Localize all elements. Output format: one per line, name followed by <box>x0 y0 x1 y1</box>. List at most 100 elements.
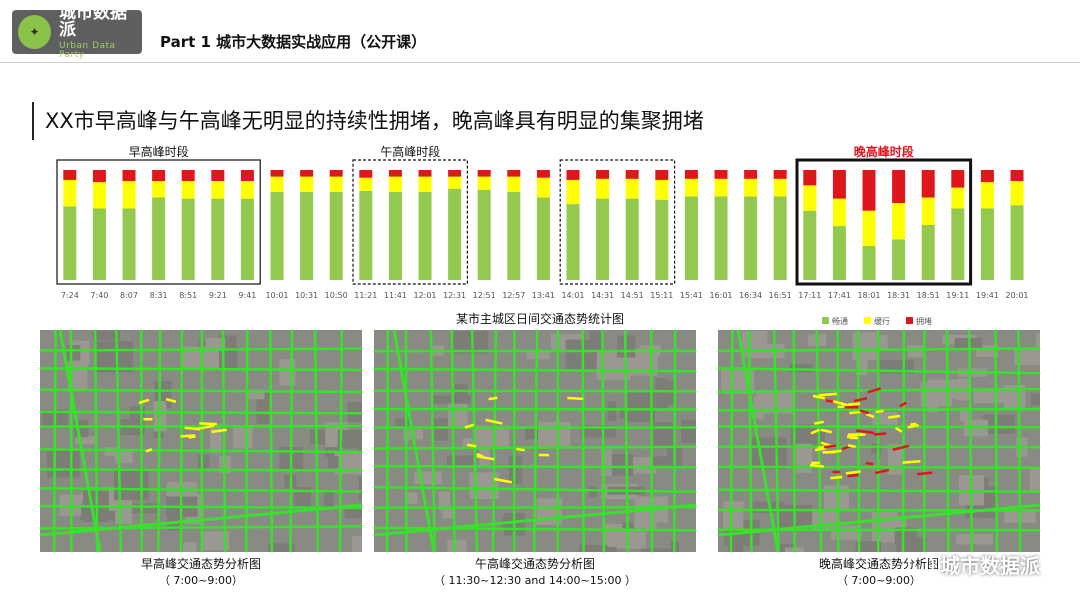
urban-block <box>508 455 523 484</box>
bar-segment-18-畅通 <box>596 198 610 280</box>
legend-swatch-2 <box>906 317 913 324</box>
bar-segment-2-缓行 <box>122 181 136 209</box>
congested-segment <box>894 426 903 433</box>
urban-block <box>233 427 253 449</box>
urban-block <box>431 418 448 441</box>
map-caption-title: 午高峰交通态势分析图 <box>474 557 595 571</box>
congested-segment <box>184 426 201 431</box>
road-vertical <box>945 330 950 552</box>
logo-subtext: Urban Data Party <box>59 40 116 60</box>
urban-block <box>462 438 481 449</box>
x-tick-label: 15:41 <box>680 291 703 300</box>
urban-block <box>855 541 881 552</box>
map-caption-time: （ 7:00~9:00） <box>158 574 244 587</box>
road-horizontal <box>374 389 696 393</box>
urban-block <box>474 425 510 447</box>
x-tick-label: 8:51 <box>179 291 197 300</box>
urban-block <box>479 443 490 466</box>
x-tick-label: 18:51 <box>917 291 940 300</box>
wechat-icon <box>908 551 934 578</box>
urban-block <box>1029 467 1040 493</box>
road-vertical <box>901 330 906 552</box>
bar-segment-5-畅通 <box>211 198 225 280</box>
bar-segment-22-拥堵 <box>714 170 728 179</box>
urban-block <box>619 407 637 419</box>
urban-block <box>46 449 80 478</box>
road-horizontal <box>718 366 1040 375</box>
legend-swatch-0 <box>822 317 829 324</box>
x-tick-label: 11:41 <box>384 291 407 300</box>
urban-block <box>75 436 96 445</box>
urban-block <box>197 454 210 469</box>
road-network-svg <box>718 330 1040 552</box>
congested-segment <box>466 443 477 448</box>
urban-block <box>438 491 450 511</box>
congested-segment <box>867 387 882 394</box>
page-header: ✦ 城市数据派 Urban Data Party Part 1 城市大数据实战应… <box>0 0 1080 68</box>
x-tick-label: 10:01 <box>265 291 288 300</box>
urban-block <box>92 330 120 341</box>
road-horizontal <box>374 485 696 494</box>
bar-segment-2-拥堵 <box>122 170 136 181</box>
bar-segment-22-缓行 <box>714 178 728 197</box>
urban-block <box>630 457 657 474</box>
road-vertical <box>729 330 734 552</box>
congested-segment <box>814 446 827 452</box>
bar-segment-9-畅通 <box>329 192 343 280</box>
congested-segment <box>874 468 890 475</box>
bar-segment-15-缓行 <box>507 176 521 192</box>
road-vertical <box>470 330 479 552</box>
urban-block <box>681 419 696 443</box>
bar-segment-1-缓行 <box>92 182 106 209</box>
bar-segment-29-畅通 <box>921 225 935 280</box>
map-caption-morning: 早高峰交通态势分析图 （ 7:00~9:00） <box>60 555 342 588</box>
bar-segment-7-畅通 <box>270 192 284 280</box>
urban-block <box>926 387 939 413</box>
urban-block <box>616 531 646 549</box>
congested-segment <box>902 460 921 464</box>
bar-segment-9-缓行 <box>329 176 343 192</box>
logo-text: 城市数据派 <box>59 2 127 40</box>
bar-segment-10-缓行 <box>359 177 373 191</box>
bar-segment-14-拥堵 <box>477 170 491 177</box>
x-tick-label: 19:41 <box>976 291 999 300</box>
urban-block <box>447 539 466 552</box>
bar-segment-25-拥堵 <box>803 170 817 186</box>
chart-title: 某市主城区日间交通态势统计图 <box>456 311 624 326</box>
bar-segment-20-畅通 <box>655 199 669 280</box>
road-vertical <box>773 330 780 552</box>
x-tick-label: 12:51 <box>473 291 496 300</box>
urban-block <box>450 330 489 354</box>
watermark-text: 城市数据派 <box>940 554 1040 578</box>
bar-segment-14-缓行 <box>477 176 491 190</box>
urban-block <box>579 544 608 552</box>
slide-headline: XX市早高峰与午高峰无明显的持续性拥堵，晚高峰具有明显的集聚拥堵 <box>45 109 704 133</box>
bar-segment-23-畅通 <box>744 196 758 280</box>
bar-segment-1-畅通 <box>92 208 106 280</box>
congested-segment <box>875 409 884 414</box>
road-vertical <box>313 330 320 552</box>
congested-segment <box>485 418 503 425</box>
bar-segment-25-畅通 <box>803 210 817 280</box>
x-tick-label: 16:51 <box>769 291 792 300</box>
bar-segment-6-缓行 <box>240 181 254 199</box>
urban-block <box>1014 348 1040 366</box>
map-caption-time: （ 7:00~9:00） <box>836 574 922 587</box>
bar-segment-6-拥堵 <box>240 170 254 181</box>
x-tick-label: 17:11 <box>798 291 821 300</box>
headline-accent-bar <box>32 102 34 140</box>
bar-segment-17-缓行 <box>566 179 580 205</box>
urban-block <box>753 396 764 420</box>
part-title: Part 1 城市大数据实战应用（公开课） <box>160 33 427 51</box>
bar-segment-0-缓行 <box>63 179 77 207</box>
road-vertical <box>792 330 796 552</box>
x-tick-label: 8:07 <box>120 291 138 300</box>
bar-segment-30-缓行 <box>951 187 965 209</box>
urban-block <box>404 492 418 504</box>
road-vertical <box>385 330 390 552</box>
bar-segment-19-畅通 <box>625 198 639 280</box>
bar-segment-27-畅通 <box>862 245 876 280</box>
bar-segment-7-缓行 <box>270 176 284 192</box>
urban-block <box>973 390 1009 404</box>
urban-block <box>589 330 604 354</box>
